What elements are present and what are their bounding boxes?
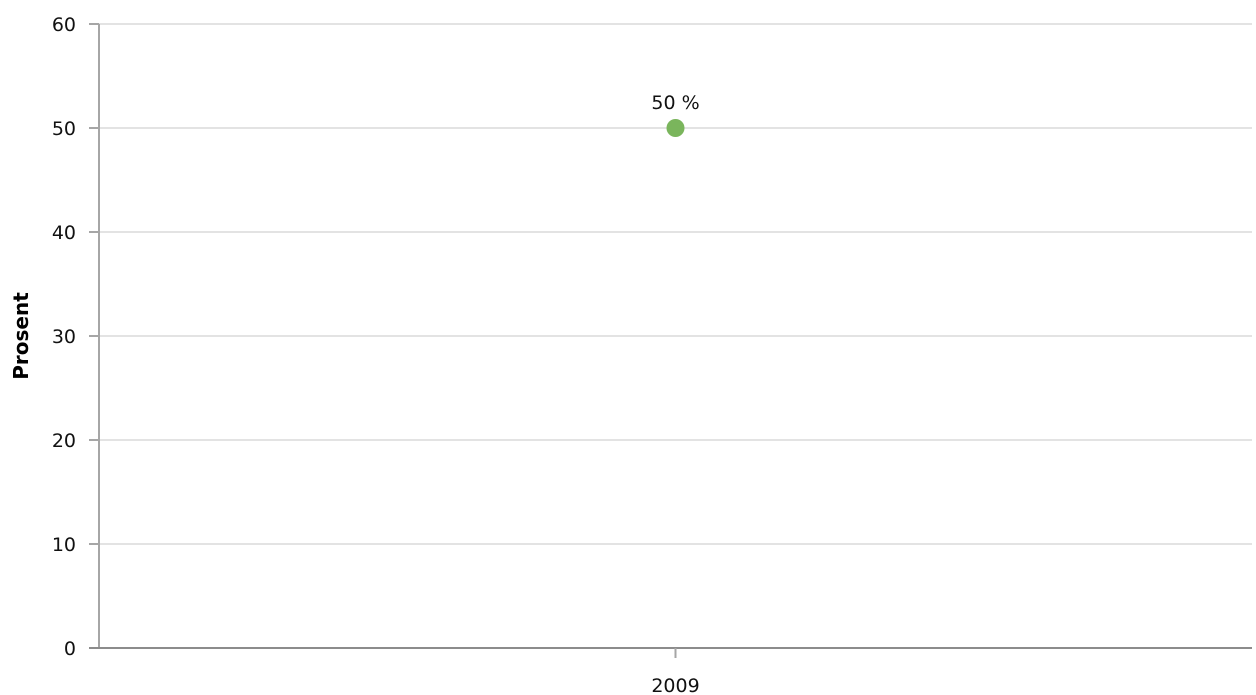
y-tick-label: 50 [52,118,76,140]
y-axis-title: Prosent [9,292,33,380]
data-label: 50 % [651,92,699,114]
data-point [666,119,685,137]
data-points [666,119,685,137]
y-tick-label: 10 [52,534,76,556]
y-tick-label: 20 [52,430,76,452]
data-labels: 50 % [651,92,699,114]
y-tick-label: 40 [52,222,76,244]
axes [89,23,1252,658]
y-tick-label: 60 [52,14,76,36]
y-tick-label: 30 [52,326,76,348]
y-tick-labels: 0 10 20 30 40 50 60 [52,14,76,660]
y-tick-label: 0 [64,638,76,660]
x-tick-label: 2009 [651,675,699,695]
x-tick-labels: 2009 [651,675,699,695]
